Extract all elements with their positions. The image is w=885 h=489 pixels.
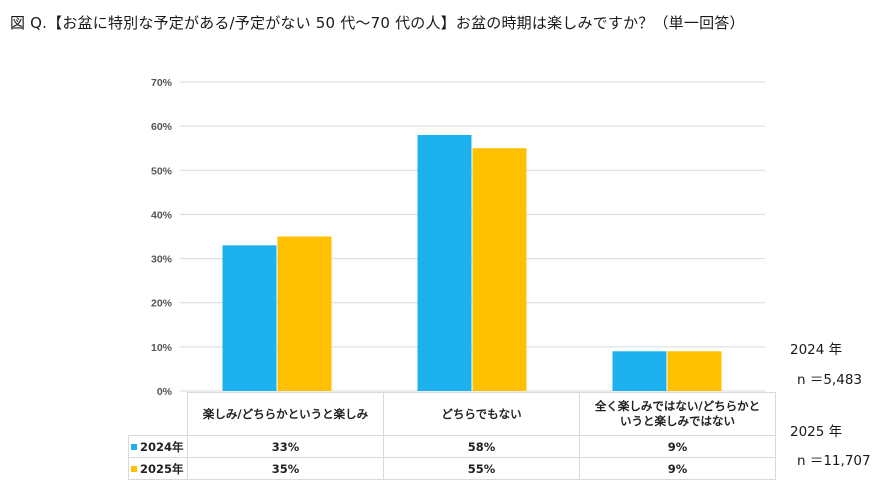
note-year-2025: 2025 年 <box>790 424 843 440</box>
series-name: 2024年 <box>140 439 184 454</box>
legend-swatch-2025 <box>131 465 137 472</box>
y-tick-label: 30% <box>151 254 173 266</box>
y-tick-label: 0% <box>157 386 173 398</box>
y-tick-label: 20% <box>151 298 173 310</box>
y-tick-label: 60% <box>151 121 173 133</box>
y-axis-ticks: 0% 10% 20% 30% 40% 50% 60% 70% <box>151 77 173 398</box>
data-label: 35% <box>187 457 384 480</box>
y-tick-label: 50% <box>151 165 173 177</box>
note-n-2024: n ＝5,483 <box>797 372 862 388</box>
data-label: 33% <box>187 435 384 458</box>
category-label: 楽しみ/どちらかというと楽しみ <box>187 392 384 436</box>
bar-2024 <box>417 134 472 391</box>
note-n-2025: n ＝11,707 <box>797 453 871 469</box>
legend-2025: 2025年 <box>128 457 188 480</box>
y-tick-label: 40% <box>151 209 173 221</box>
data-label: 9% <box>579 435 776 458</box>
legend-2024: 2024年 <box>128 435 188 458</box>
data-label: 58% <box>383 435 580 458</box>
legend-swatch-2024 <box>131 443 137 450</box>
y-tick-label: 10% <box>151 342 173 354</box>
data-label: 9% <box>579 457 776 480</box>
category-row: 楽しみ/どちらかというと楽しみ どちらでもない 全く楽しみではない/どちらかとい… <box>129 392 776 436</box>
note-year-2024: 2024 年 <box>790 342 843 358</box>
bar-2025 <box>472 148 527 391</box>
data-table: 楽しみ/どちらかというと楽しみ どちらでもない 全く楽しみではない/どちらかとい… <box>128 392 776 480</box>
data-label: 55% <box>383 457 580 480</box>
series-name: 2025年 <box>140 461 184 476</box>
bar-2024 <box>612 351 667 391</box>
bar-2025 <box>277 236 332 391</box>
chart-title: 図 Q.【お盆に特別な予定がある/予定がない 50 代〜70 代の人】お盆の時期… <box>10 14 745 32</box>
series-row-2025: 2025年 35% 55% 9% <box>128 457 776 480</box>
corner-cell <box>129 393 188 436</box>
y-tick-label: 70% <box>151 77 173 89</box>
category-label: どちらでもない <box>383 392 580 436</box>
bar-2025 <box>667 351 722 391</box>
category-label: 全く楽しみではない/どちらかと いうと楽しみではない <box>579 392 776 436</box>
bars <box>222 134 722 391</box>
bar-2024 <box>222 245 277 391</box>
series-row-2024: 2024年 33% 58% 9% <box>128 435 776 458</box>
